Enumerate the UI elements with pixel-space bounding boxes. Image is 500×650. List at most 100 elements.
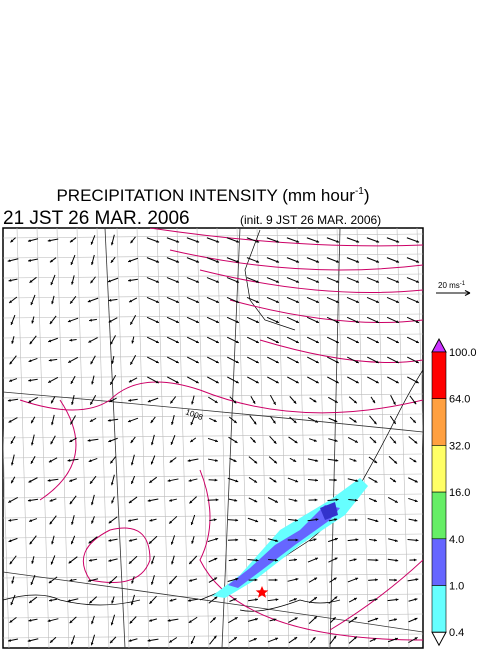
wind-arrowhead bbox=[393, 421, 396, 424]
wind-arrowhead bbox=[395, 340, 399, 343]
wind-arrowhead bbox=[235, 479, 239, 483]
wind-arrowhead bbox=[176, 239, 180, 243]
wind-arrowhead bbox=[375, 558, 379, 562]
wind-arrowhead bbox=[11, 340, 15, 344]
wind-arrowhead bbox=[315, 557, 318, 561]
grid-line bbox=[396, 228, 410, 648]
wind-arrowhead bbox=[275, 320, 279, 323]
wind-arrowhead bbox=[235, 360, 239, 364]
wind-arrowhead bbox=[111, 360, 115, 364]
wind-arrowhead bbox=[151, 561, 154, 565]
wind-arrowhead bbox=[175, 300, 179, 303]
title: PRECIPITATION INTENSITY (mm hour-1) bbox=[56, 186, 369, 205]
wind-arrowhead bbox=[50, 441, 54, 445]
wind-arrowhead bbox=[355, 340, 359, 343]
wind-arrowhead bbox=[128, 560, 132, 564]
wind-arrowhead bbox=[396, 239, 400, 243]
wind-arrowhead bbox=[29, 600, 33, 603]
wind-arrowhead bbox=[70, 641, 74, 645]
isobar bbox=[149, 228, 423, 247]
wind-arrowhead bbox=[156, 260, 160, 263]
wind-arrowhead bbox=[89, 600, 93, 604]
wind-arrowhead bbox=[293, 400, 297, 404]
wind-arrowhead bbox=[128, 398, 132, 402]
vector-legend: 20 ms-1 bbox=[438, 281, 466, 290]
wind-arrowhead bbox=[50, 639, 53, 643]
wind-arrowhead bbox=[214, 400, 218, 403]
wind-arrowhead bbox=[214, 596, 218, 600]
grid-line bbox=[176, 228, 190, 648]
wind-arrowhead bbox=[108, 298, 112, 302]
wind-arrowhead bbox=[295, 360, 299, 364]
wind-arrowhead bbox=[50, 422, 54, 426]
wind-arrowhead bbox=[69, 439, 73, 442]
vector-legend-sup: -1 bbox=[460, 281, 466, 287]
wind-arrowhead bbox=[353, 597, 357, 601]
wind-arrowhead bbox=[256, 260, 260, 263]
wind-arrowhead bbox=[214, 478, 218, 482]
wind-arrowhead bbox=[108, 439, 112, 443]
wind-arrowhead bbox=[396, 260, 400, 263]
grid-line bbox=[76, 228, 90, 648]
wind-arrowhead bbox=[50, 282, 54, 286]
wind-arrowhead bbox=[90, 480, 93, 484]
grid-line bbox=[3, 473, 423, 479]
wind-arrowhead bbox=[314, 577, 318, 581]
grid-line bbox=[216, 228, 230, 648]
wind-arrowhead bbox=[170, 441, 174, 445]
wind-arrowhead bbox=[170, 541, 174, 545]
wind-arrowhead bbox=[334, 439, 338, 442]
wind-arrowhead bbox=[70, 239, 73, 243]
wind-arrowhead bbox=[315, 300, 319, 303]
wind-arrowhead bbox=[51, 400, 54, 404]
wind-arrowhead bbox=[9, 561, 13, 565]
wind-arrowhead bbox=[110, 259, 114, 263]
wind-arrowhead bbox=[31, 420, 34, 424]
wind-arrowhead bbox=[214, 577, 218, 581]
wind-arrowhead bbox=[295, 479, 299, 483]
wind-arrowhead bbox=[167, 619, 171, 622]
wind-arrowhead bbox=[255, 519, 259, 523]
wind-arrowhead bbox=[170, 400, 174, 404]
wind-arrowhead bbox=[395, 320, 399, 323]
wind-arrowhead bbox=[176, 280, 180, 283]
grid-line bbox=[276, 228, 290, 648]
grid-line bbox=[3, 533, 423, 539]
wind-arrowhead bbox=[149, 600, 153, 604]
wind-arrowhead bbox=[9, 379, 13, 382]
wind-arrowhead bbox=[375, 360, 379, 364]
wind-arrowhead bbox=[27, 639, 31, 643]
wind-arrowhead bbox=[51, 541, 54, 545]
wind-arrowhead bbox=[110, 381, 113, 385]
wind-arrowhead bbox=[10, 239, 14, 243]
wind-arrowhead bbox=[395, 380, 399, 384]
wind-arrowhead bbox=[150, 442, 154, 446]
wind-arrowhead bbox=[236, 280, 240, 283]
wind-arrowhead bbox=[274, 578, 278, 582]
grid-line bbox=[256, 228, 270, 648]
wind-arrowhead bbox=[355, 320, 359, 323]
wind-arrowhead bbox=[395, 558, 399, 562]
wind-arrowhead bbox=[376, 280, 380, 283]
wind-arrowhead bbox=[313, 439, 317, 442]
wind-arrowhead bbox=[8, 500, 12, 503]
wind-arrowhead bbox=[169, 520, 173, 524]
wind-arrowhead bbox=[8, 518, 12, 522]
wind-arrowhead bbox=[275, 340, 279, 343]
wind-arrowhead bbox=[233, 400, 237, 404]
wind-arrowhead bbox=[8, 278, 12, 282]
wind-arrowhead bbox=[29, 541, 33, 545]
wind-arrowhead bbox=[394, 637, 398, 641]
wind-arrowhead bbox=[334, 400, 338, 403]
wind-arrowhead bbox=[335, 498, 339, 502]
wind-arrowhead bbox=[108, 319, 112, 323]
wind-arrowhead bbox=[31, 560, 35, 564]
wind-arrowhead bbox=[29, 341, 33, 345]
wind-arrowhead bbox=[354, 617, 358, 620]
isobar bbox=[39, 399, 423, 641]
title-end: ) bbox=[364, 186, 370, 205]
wind-arrowhead bbox=[315, 320, 319, 323]
wind-arrowhead bbox=[215, 300, 219, 303]
wind-arrowhead bbox=[175, 380, 179, 384]
grid-line bbox=[3, 293, 423, 299]
